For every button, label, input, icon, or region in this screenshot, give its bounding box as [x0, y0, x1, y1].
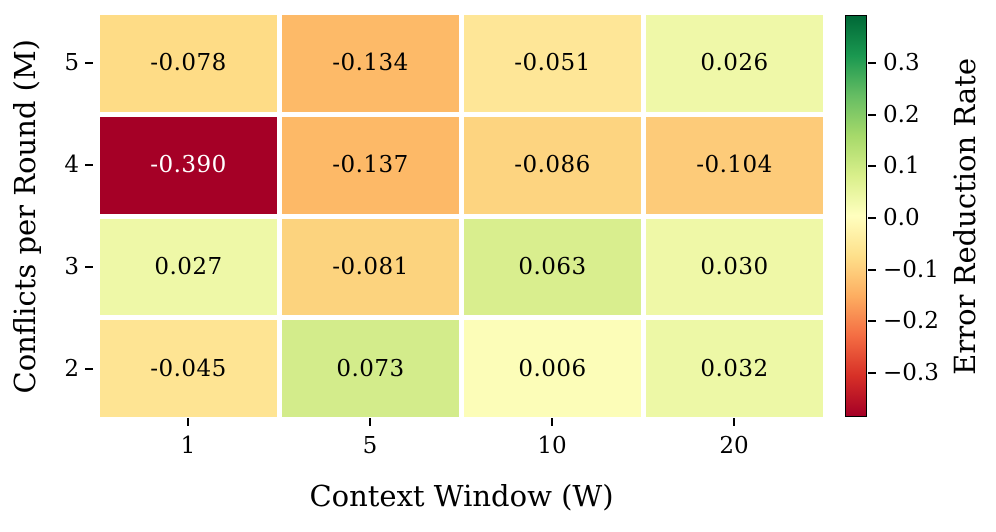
x-axis-title: Context Window (W): [309, 479, 614, 513]
heatmap-cell-r3-c1: 0.027: [100, 218, 277, 316]
colorbar-tick-mark--0.2: [868, 320, 876, 322]
heatmap-cell-r5-c20: 0.026: [646, 15, 823, 112]
heatmap-cell-r2-c10: 0.006: [464, 320, 641, 417]
y-axis-title: Conflicts per Round (M): [8, 39, 42, 394]
y-tick-label-4: 4: [64, 152, 79, 178]
heatmap-cell-r2-c1: -0.045: [100, 320, 277, 417]
colorbar-gradient: [845, 15, 867, 417]
heatmap-cell-r5-c1: -0.078: [100, 15, 277, 112]
y-axis-title-wrap: Conflicts per Round (M): [8, 15, 42, 418]
y-tick-mark-2: [85, 368, 93, 370]
colorbar-tick-mark-0.0: [868, 217, 876, 219]
heatmap-cell-r3-c10: 0.063: [464, 218, 641, 316]
y-tick-mark-3: [85, 266, 93, 268]
y-tick-label-2: 2: [64, 356, 79, 382]
heatmap-cell-r2-c20: 0.032: [646, 320, 823, 417]
colorbar-tick-label-0.0: 0.0: [883, 205, 920, 231]
heatmap-cell-r4-c5: -0.137: [282, 116, 459, 214]
x-tick-mark-5: [369, 418, 371, 426]
colorbar-tick-mark--0.1: [868, 269, 876, 271]
heatmap-cell-r3-c20: 0.030: [646, 218, 823, 316]
heatmap-cell-r3-c5: -0.081: [282, 218, 459, 316]
heatmap-cell-r5-c5: -0.134: [282, 15, 459, 112]
heatmap-cell-r2-c5: 0.073: [282, 320, 459, 417]
heatmap-cell-r4-c1: -0.390: [100, 116, 277, 214]
colorbar-tick-mark-0.3: [868, 62, 876, 64]
colorbar-tick-label--0.1: −0.1: [883, 257, 939, 283]
heatmap-cell-r4-c10: -0.086: [464, 116, 641, 214]
x-tick-label-1: 1: [180, 433, 196, 459]
y-tick-label-5: 5: [64, 50, 79, 76]
colorbar-tick-label--0.3: −0.3: [883, 360, 939, 386]
colorbar-tick-label-0.2: 0.2: [883, 102, 920, 128]
y-tick-label-3: 3: [64, 254, 79, 280]
colorbar-title: Error Reduction Rate: [948, 58, 982, 375]
colorbar-tick-mark-0.1: [868, 165, 876, 167]
x-tick-mark-1: [187, 418, 189, 426]
x-tick-label-10: 10: [537, 433, 567, 459]
colorbar-tick-label-0.3: 0.3: [883, 50, 920, 76]
x-tick-mark-10: [551, 418, 553, 426]
heatmap-cell-r5-c10: -0.051: [464, 15, 641, 112]
x-tick-label-5: 5: [362, 433, 378, 459]
colorbar-tick-label--0.2: −0.2: [883, 308, 939, 334]
x-tick-mark-20: [733, 418, 735, 426]
y-tick-mark-5: [85, 62, 93, 64]
heatmap-cell-r4-c20: -0.104: [646, 116, 823, 214]
y-tick-mark-4: [85, 164, 93, 166]
heatmap-grid: -0.078 -0.134 -0.051 0.026 -0.390 -0.137…: [100, 15, 823, 417]
x-tick-label-20: 20: [719, 433, 749, 459]
colorbar-tick-label-0.1: 0.1: [883, 153, 920, 179]
colorbar-tick-mark-0.2: [868, 114, 876, 116]
colorbar-title-wrap: Error Reduction Rate: [948, 15, 982, 418]
colorbar-tick-mark--0.3: [868, 372, 876, 374]
